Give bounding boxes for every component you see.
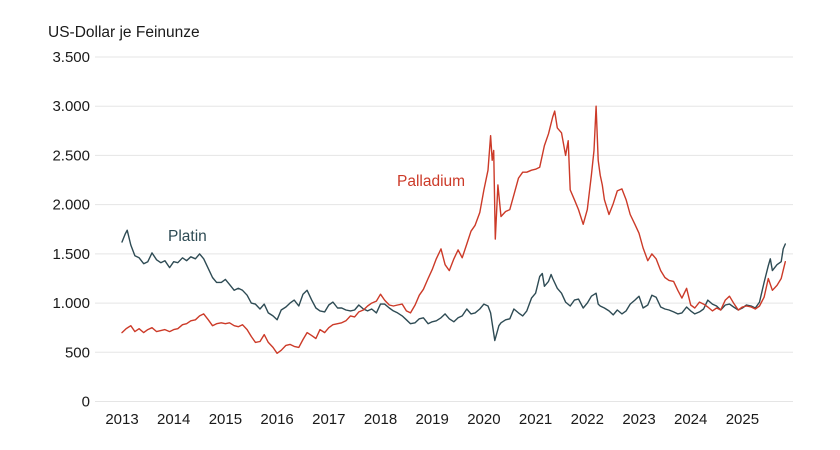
- x-axis-label: 2020: [467, 411, 500, 428]
- platin-series-label: Platin: [168, 228, 207, 245]
- x-axis-label: 2025: [726, 411, 759, 428]
- palladium-line: [121, 105, 786, 354]
- y-axis-label: 1.500: [52, 246, 90, 263]
- y-axis-label: 1.000: [52, 295, 90, 312]
- x-axis-label: 2019: [416, 411, 449, 428]
- x-axis-label: 2023: [622, 411, 655, 428]
- chart-title: US-Dollar je Feinunze: [48, 24, 200, 41]
- y-axis-label: 500: [65, 344, 90, 361]
- palladium-series-label: Palladium: [397, 173, 465, 190]
- x-axis-label: 2013: [105, 411, 138, 428]
- y-axis-label: 2.000: [52, 197, 90, 214]
- y-axis-label: 3.500: [52, 49, 90, 66]
- x-axis-label: 2024: [674, 411, 707, 428]
- platin-line: [121, 229, 786, 342]
- x-axis-label: 2016: [260, 411, 293, 428]
- x-axis-label: 2014: [157, 411, 190, 428]
- x-axis-label: 2015: [209, 411, 242, 428]
- y-axis-label: 0: [82, 394, 90, 411]
- x-axis-label: 2022: [571, 411, 604, 428]
- y-axis-label: 2.500: [52, 147, 90, 164]
- x-axis-label: 2018: [364, 411, 397, 428]
- x-axis-label: 2021: [519, 411, 552, 428]
- y-axis-label: 3.000: [52, 98, 90, 115]
- x-axis-label: 2017: [312, 411, 345, 428]
